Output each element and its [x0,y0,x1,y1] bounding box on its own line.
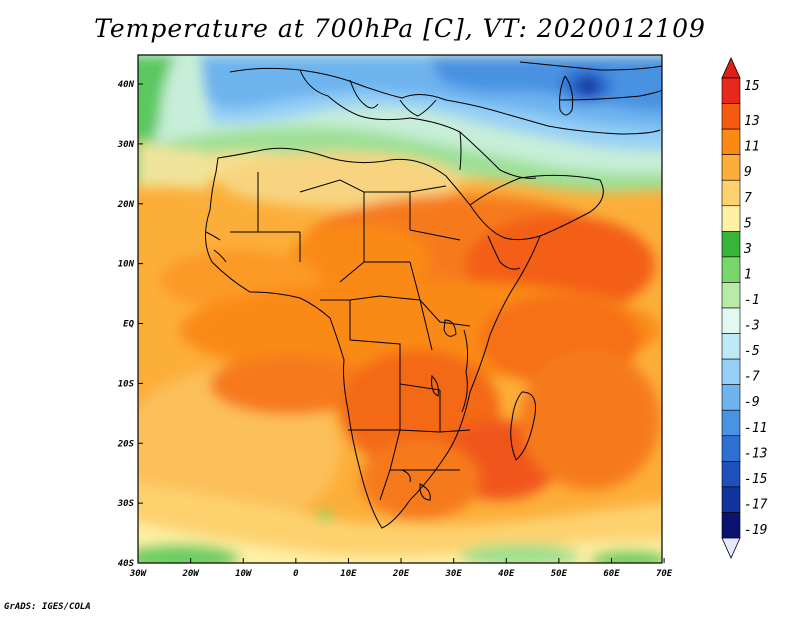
colorbar-swatch [721,179,741,207]
lon-label: 20E [392,569,410,579]
lon-label: 10W [235,569,253,579]
colorbar-bottom-arrow [721,537,741,559]
colorbar-label: 13 [744,114,760,129]
lon-label: 70E [656,569,673,579]
colorbar-label: 5 [744,216,752,231]
lat-label: 40S [118,559,135,569]
colorbar-label: -13 [744,446,767,461]
colorbar-label: -9 [744,395,760,410]
lat-label: 10S [118,379,135,389]
colorbar-swatch [721,256,741,283]
colorbar-label: -17 [744,497,768,512]
colorbar-label: 1 [744,267,752,282]
colorbar-swatch [721,486,741,513]
colorbar-swatch [721,358,741,385]
colorbar-swatch [721,231,741,258]
colorbar-swatch [721,128,741,155]
lon-label: 20W [181,569,200,579]
grads-credit: GrADS: IGES/COLA [4,602,91,612]
lon-label: 50E [551,569,568,579]
colorbar-label: -19 [744,523,767,538]
longitude-axis: 30W 20W 10W 0 10E 20E 30E 40E 50E 60E 70E [129,558,673,579]
colorbar-swatch [721,409,741,437]
lon-label: 10E [340,569,357,579]
colorbar-label: 11 [744,140,760,155]
lat-label: 20S [117,439,135,449]
colorbar-label: 7 [744,191,752,206]
lat-label: 30N [117,140,135,150]
latitude-axis: 40N 30N 20N 10N EQ 10S 20S 30S 40S [117,80,143,569]
colorbar-label: -1 [744,293,760,308]
map-frame [137,54,663,564]
lat-label: 40N [118,80,135,90]
colorbar: 15 13 11 9 7 5 3 1 -1 -3 -5 -7 -9 -11 -13 -15 -17 -19 [721,57,768,559]
colorbar-swatch [721,77,741,104]
colorbar-swatch [721,154,741,181]
colorbar-swatch [721,205,741,232]
temperature-field [138,55,662,563]
lon-label: 30E [445,569,463,579]
lat-label: 30S [117,499,135,509]
colorbar-label: -15 [744,472,768,487]
colorbar-swatch [721,333,741,360]
lon-label: 60E [603,569,620,579]
colorbar-top-arrow [721,57,741,79]
colorbar-swatch [721,512,741,539]
colorbar-label: 15 [744,79,760,94]
lat-label: 10N [118,260,135,270]
colorbar-swatch [721,103,741,130]
lon-label: 0 [293,569,299,579]
lat-label: 20N [117,200,135,210]
colorbar-label: -3 [744,319,760,334]
lat-label: EQ [123,320,134,330]
colorbar-label: 3 [743,242,752,257]
colorbar-label: -11 [744,421,767,436]
colorbar-label: 9 [744,165,752,180]
colorbar-swatch [721,461,741,488]
map-title: Temperature at 700hPa [C], VT: 202001210… [94,14,706,43]
colorbar-swatch [721,307,741,334]
colorbar-label: -7 [744,370,760,385]
lon-label: 30W [129,569,148,579]
colorbar-label: -5 [744,344,760,359]
colorbar-swatch [721,384,741,411]
colorbar-swatch [721,282,741,309]
lon-label: 40E [498,569,515,579]
colorbar-swatch [721,435,741,462]
coastlines [205,61,662,529]
